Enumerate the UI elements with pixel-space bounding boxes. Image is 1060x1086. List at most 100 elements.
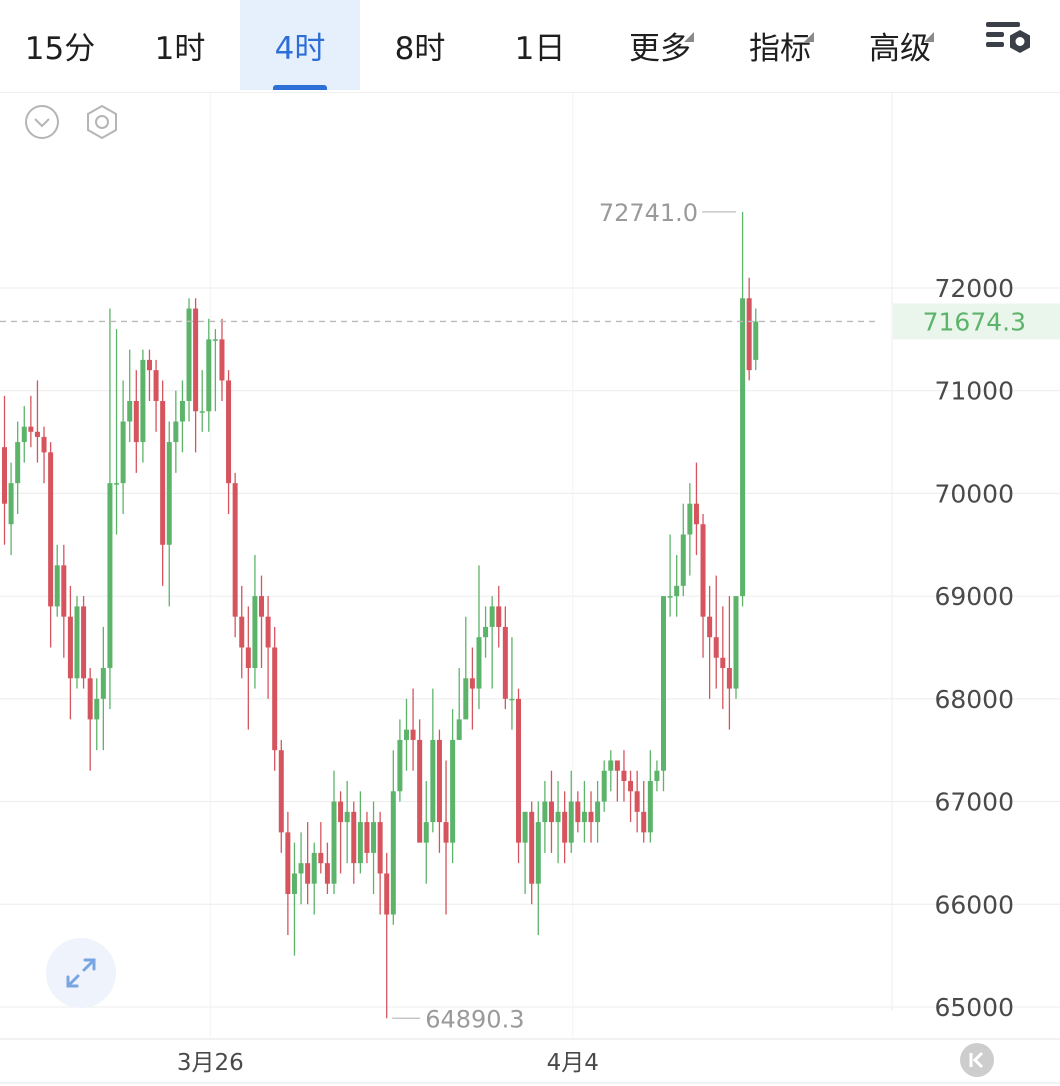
candle-body [34, 431, 40, 437]
candle-body [575, 801, 581, 823]
candle-body [146, 359, 152, 371]
candle-body [740, 298, 746, 597]
candle-body [496, 606, 502, 627]
candle-body [338, 801, 344, 823]
candle-body [456, 719, 462, 740]
candle-body [100, 668, 106, 699]
candle-body [654, 770, 660, 782]
candle-body [206, 339, 212, 412]
candle-body [8, 483, 14, 525]
tab-2[interactable]: 4时 [240, 0, 360, 90]
candle-body [726, 668, 732, 689]
last-price-bg [893, 303, 1060, 340]
candle-body [746, 298, 752, 371]
candle-body [403, 729, 409, 740]
candle-body [720, 657, 726, 669]
candle-body [469, 678, 475, 689]
candle-body [700, 524, 706, 617]
tab-label: 4时 [274, 30, 326, 67]
candle-body [397, 739, 403, 792]
candle-body [661, 596, 666, 771]
candle-body [48, 452, 54, 607]
candle-body [753, 321, 759, 360]
y-tick-label: 69000 [934, 582, 1014, 611]
candle-body [384, 873, 390, 915]
candle-body [153, 370, 159, 401]
candle-body [219, 339, 225, 381]
candle-body [417, 739, 423, 843]
candle-body [608, 760, 614, 771]
tab-1[interactable]: 1时 [120, 0, 240, 90]
tab-6[interactable]: 指标 [720, 0, 840, 90]
candle-body [509, 698, 515, 701]
candle-body [245, 647, 251, 669]
tab-5[interactable]: 更多 [600, 0, 720, 90]
candle-body [502, 626, 508, 699]
candle-body [693, 503, 699, 525]
candle-body [588, 811, 594, 823]
candlestick-chart[interactable]: 72000 71000 70000 69000 68000 67000 66000 65000… [0, 92, 1060, 1086]
candle-body [272, 647, 278, 751]
candle-body [443, 822, 449, 843]
candle-body [311, 852, 317, 884]
candle-body [555, 811, 561, 823]
low-price-label: 64890.3 [425, 1005, 524, 1033]
candle-body [15, 442, 21, 484]
high-price-label: 72741.0 [599, 199, 698, 227]
tab-7[interactable]: 高级 [840, 0, 960, 90]
timeframe-tabbar: 15分 1时 4时 8时 1日 更多 指标 高级 [0, 0, 1060, 93]
candle-body [2, 447, 7, 504]
candle-body [232, 483, 238, 617]
tab-label: 1时 [154, 30, 206, 67]
candle-body [41, 436, 47, 453]
candle-body [351, 811, 357, 864]
candle-body [733, 596, 739, 689]
more-corner-icon [804, 31, 814, 42]
chevron-down-circle-icon[interactable] [24, 104, 60, 140]
scroll-to-latest-icon[interactable] [960, 1043, 994, 1077]
tab-3[interactable]: 8时 [360, 0, 480, 90]
hexagon-settings-icon[interactable] [84, 104, 120, 140]
candle-body [127, 400, 133, 422]
candle-body [54, 565, 60, 607]
candle-body [463, 678, 469, 720]
chart-settings-icon[interactable] [984, 18, 1040, 62]
tab-0[interactable]: 15分 [0, 0, 120, 90]
candle-body [357, 822, 363, 864]
tab-label: 更多 [629, 23, 694, 68]
candle-body [364, 822, 370, 853]
candle-body [483, 626, 489, 638]
candle-body [87, 678, 93, 720]
candle-body [114, 483, 120, 485]
y-tick-label: 65000 [934, 993, 1014, 1022]
candle-body [173, 421, 179, 443]
candle-body [410, 729, 416, 740]
candle-body [516, 698, 522, 843]
tab-label: 高级 [869, 23, 934, 68]
candle-body [680, 534, 686, 586]
candle-body [305, 863, 311, 884]
candle-body [133, 400, 139, 443]
candle-body [601, 770, 607, 802]
candle-body [186, 308, 192, 401]
more-corner-icon [684, 31, 694, 42]
y-tick-label: 68000 [934, 685, 1014, 714]
candle-body [562, 811, 568, 843]
candle-body [568, 801, 574, 843]
candle-body [107, 483, 113, 669]
candle-body [61, 565, 67, 617]
candle-body [344, 811, 350, 823]
tab-4[interactable]: 1日 [480, 0, 600, 90]
candle-body [377, 822, 383, 874]
tab-label: 1日 [514, 30, 566, 67]
candle-body [621, 770, 627, 782]
candle-body [542, 801, 548, 823]
candle-body [212, 339, 218, 341]
candle-body [285, 832, 291, 894]
candle-body [436, 739, 442, 823]
expand-arrows-icon[interactable] [46, 938, 116, 1008]
y-tick-label: 70000 [934, 479, 1014, 508]
candle-body [94, 698, 100, 720]
candle-body [166, 442, 172, 545]
candle-body [535, 822, 541, 884]
